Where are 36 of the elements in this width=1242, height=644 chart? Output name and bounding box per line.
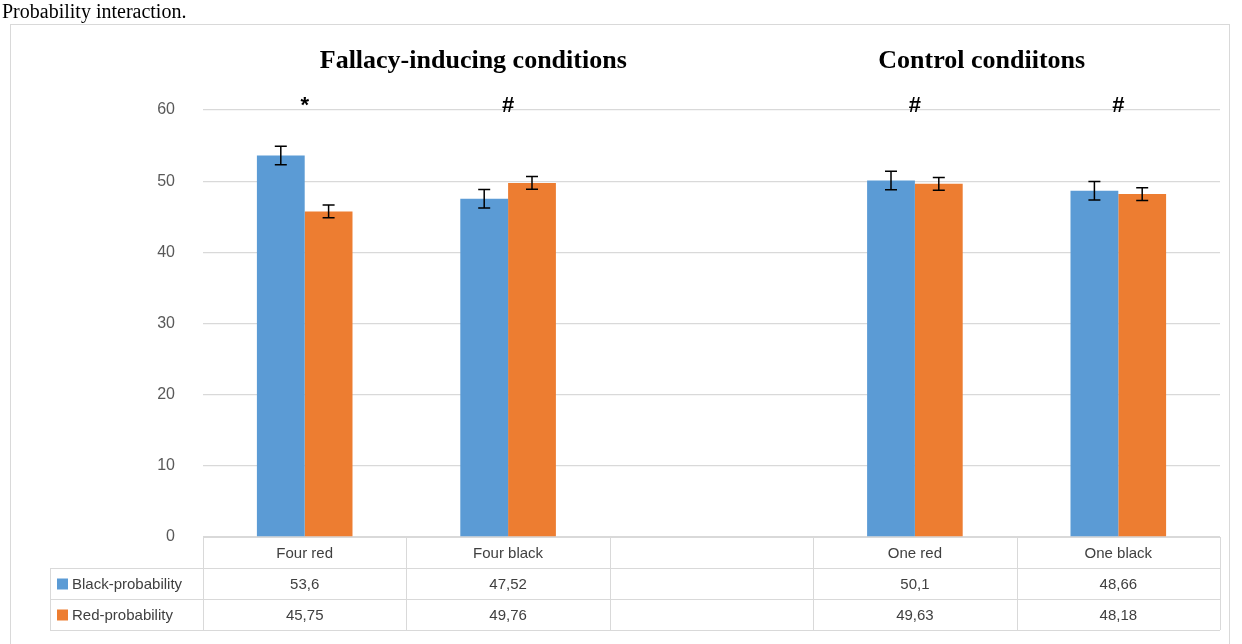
- y-tick-label: 0: [166, 527, 176, 545]
- data-label: 47,52: [489, 574, 527, 592]
- data-label: 48,18: [1099, 605, 1138, 623]
- x-tick-label: Four red: [276, 543, 334, 561]
- y-tick-label: 30: [157, 313, 176, 331]
- y-tick-label: 60: [157, 100, 176, 118]
- y-tick-label: 20: [157, 385, 176, 403]
- text: Fallacy-inducing conditions: [319, 44, 627, 74]
- y-tick-label: 50: [157, 171, 176, 189]
- annotation: *: [300, 92, 310, 118]
- data-label: 49,63: [896, 605, 934, 623]
- legend-label: Black-probability: [72, 574, 183, 592]
- bar: [914, 183, 963, 537]
- bar: [508, 182, 556, 537]
- chart-title: Probability interaction.: [2, 0, 187, 22]
- x-tick-label: One black: [1084, 543, 1153, 561]
- legend-label: Red-probability: [72, 605, 174, 623]
- data-label: 49,76: [489, 605, 527, 623]
- annotation: #: [501, 92, 515, 118]
- data-label: 50,1: [900, 574, 930, 592]
- bar: [304, 211, 353, 537]
- annotation: #: [908, 92, 922, 118]
- bar: [867, 180, 915, 537]
- bar: [1118, 194, 1167, 537]
- y-tick-label: 10: [157, 456, 176, 474]
- bar: [460, 198, 509, 537]
- annotation: #: [1112, 92, 1125, 118]
- y-tick-label: 40: [157, 242, 176, 260]
- data-label: 53,6: [290, 574, 320, 592]
- x-tick-label: One red: [887, 543, 942, 561]
- bar: [256, 155, 305, 537]
- x-tick-label: Four black: [473, 543, 544, 561]
- data-label: 48,66: [1099, 574, 1138, 592]
- data-label: 45,75: [285, 605, 324, 623]
- text: Control condiitons: [878, 44, 1086, 74]
- bar: [1070, 190, 1119, 537]
